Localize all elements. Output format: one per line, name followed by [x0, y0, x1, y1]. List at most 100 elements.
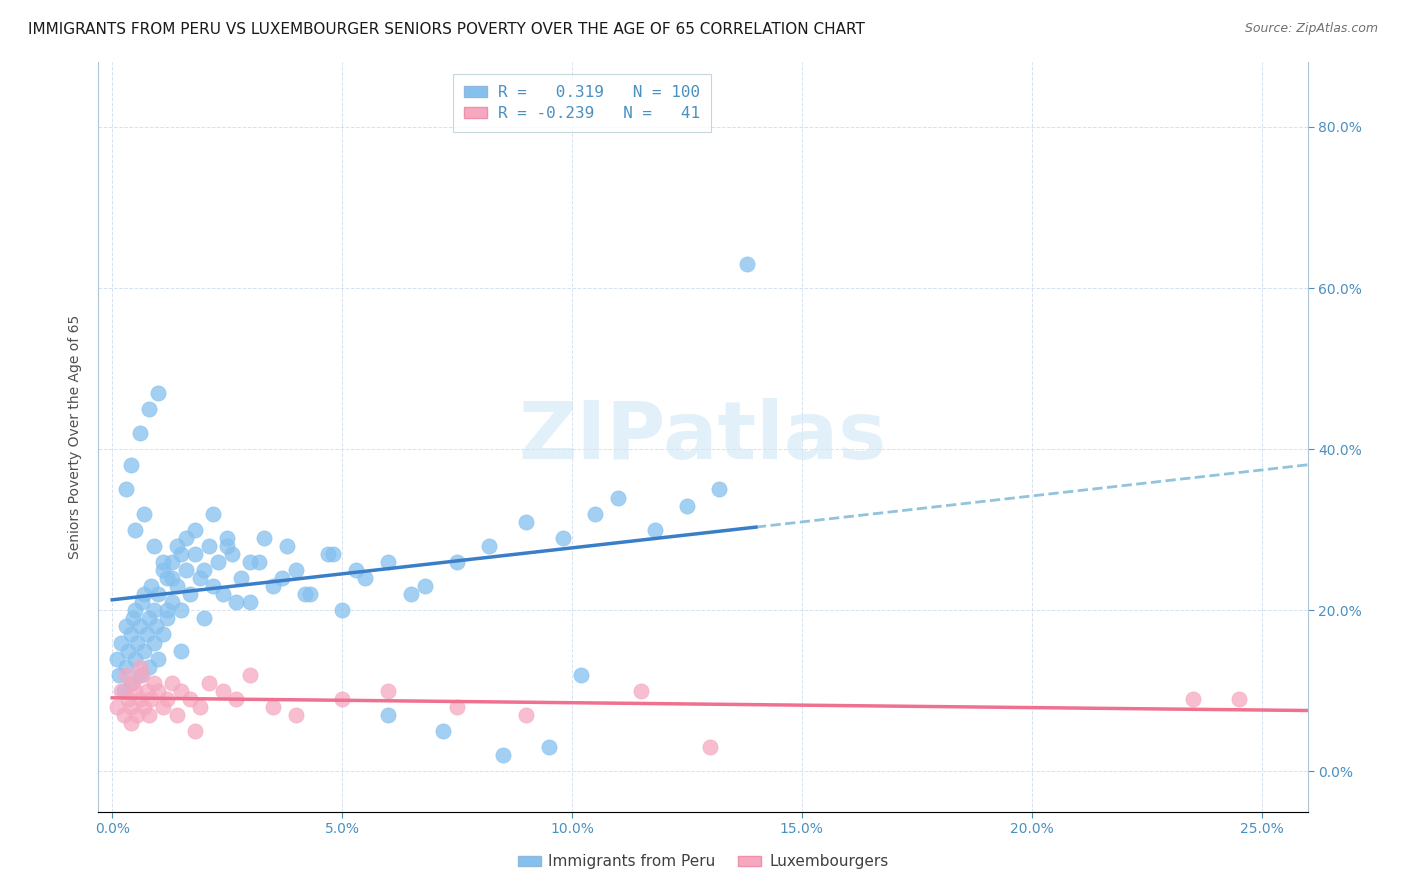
Point — [152, 627, 174, 641]
Point — [170, 603, 193, 617]
Point — [699, 740, 721, 755]
Point — [135, 627, 157, 641]
Point — [152, 563, 174, 577]
Point — [124, 523, 146, 537]
Point — [120, 627, 142, 641]
Point — [170, 643, 193, 657]
Point — [478, 539, 501, 553]
Point — [188, 700, 211, 714]
Point — [569, 667, 592, 681]
Point — [197, 539, 219, 553]
Point — [117, 643, 139, 657]
Point — [225, 692, 247, 706]
Point — [152, 700, 174, 714]
Point — [184, 724, 207, 739]
Point — [377, 684, 399, 698]
Point — [207, 555, 229, 569]
Point — [156, 571, 179, 585]
Point — [141, 692, 163, 706]
Point — [131, 667, 153, 681]
Point — [142, 539, 165, 553]
Legend: R =   0.319   N = 100, R = -0.239   N =   41: R = 0.319 N = 100, R = -0.239 N = 41 — [453, 74, 711, 132]
Legend: Immigrants from Peru, Luxembourgers: Immigrants from Peru, Luxembourgers — [512, 848, 894, 875]
Point — [330, 603, 353, 617]
Point — [492, 748, 515, 763]
Point — [170, 547, 193, 561]
Point — [124, 603, 146, 617]
Point — [179, 692, 201, 706]
Point — [115, 667, 138, 681]
Point — [262, 700, 284, 714]
Point — [128, 692, 150, 706]
Point — [239, 595, 262, 609]
Point — [607, 491, 630, 505]
Point — [188, 571, 211, 585]
Point — [322, 547, 344, 561]
Point — [583, 507, 606, 521]
Point — [127, 635, 149, 649]
Text: IMMIGRANTS FROM PERU VS LUXEMBOURGER SENIORS POVERTY OVER THE AGE OF 65 CORRELAT: IMMIGRANTS FROM PERU VS LUXEMBOURGER SEN… — [28, 22, 865, 37]
Point — [239, 667, 262, 681]
Point — [1227, 692, 1250, 706]
Point — [276, 539, 298, 553]
Point — [160, 675, 183, 690]
Point — [202, 507, 225, 521]
Point — [184, 547, 207, 561]
Point — [115, 483, 138, 497]
Point — [202, 579, 225, 593]
Point — [537, 740, 560, 755]
Point — [170, 684, 193, 698]
Point — [294, 587, 316, 601]
Point — [117, 692, 139, 706]
Point — [128, 659, 150, 673]
Point — [135, 684, 157, 698]
Point — [377, 555, 399, 569]
Point — [193, 611, 215, 625]
Point — [515, 708, 537, 723]
Point — [160, 555, 183, 569]
Point — [413, 579, 436, 593]
Point — [211, 587, 233, 601]
Point — [193, 563, 215, 577]
Point — [330, 692, 353, 706]
Point — [197, 675, 219, 690]
Point — [134, 700, 156, 714]
Point — [446, 700, 468, 714]
Text: Source: ZipAtlas.com: Source: ZipAtlas.com — [1244, 22, 1378, 36]
Point — [217, 531, 239, 545]
Point — [285, 563, 308, 577]
Point — [344, 563, 367, 577]
Text: ZIPatlas: ZIPatlas — [519, 398, 887, 476]
Point — [142, 675, 165, 690]
Point — [127, 708, 149, 723]
Point — [247, 555, 270, 569]
Point — [138, 659, 160, 673]
Point — [551, 531, 574, 545]
Point — [105, 651, 128, 665]
Point — [115, 619, 138, 633]
Y-axis label: Seniors Poverty Over the Age of 65: Seniors Poverty Over the Age of 65 — [69, 315, 83, 559]
Point — [174, 531, 197, 545]
Point — [120, 700, 142, 714]
Point — [298, 587, 321, 601]
Point — [110, 684, 132, 698]
Point — [156, 603, 179, 617]
Point — [138, 401, 160, 416]
Point — [112, 708, 135, 723]
Point — [110, 635, 132, 649]
Point — [141, 579, 163, 593]
Point — [134, 587, 156, 601]
Point — [124, 651, 146, 665]
Point — [735, 257, 758, 271]
Point — [148, 385, 170, 400]
Point — [166, 539, 188, 553]
Point — [166, 579, 188, 593]
Point — [134, 643, 156, 657]
Point — [156, 692, 179, 706]
Point — [446, 555, 468, 569]
Point — [316, 547, 339, 561]
Point — [166, 708, 188, 723]
Point — [354, 571, 377, 585]
Point — [128, 425, 150, 440]
Point — [138, 708, 160, 723]
